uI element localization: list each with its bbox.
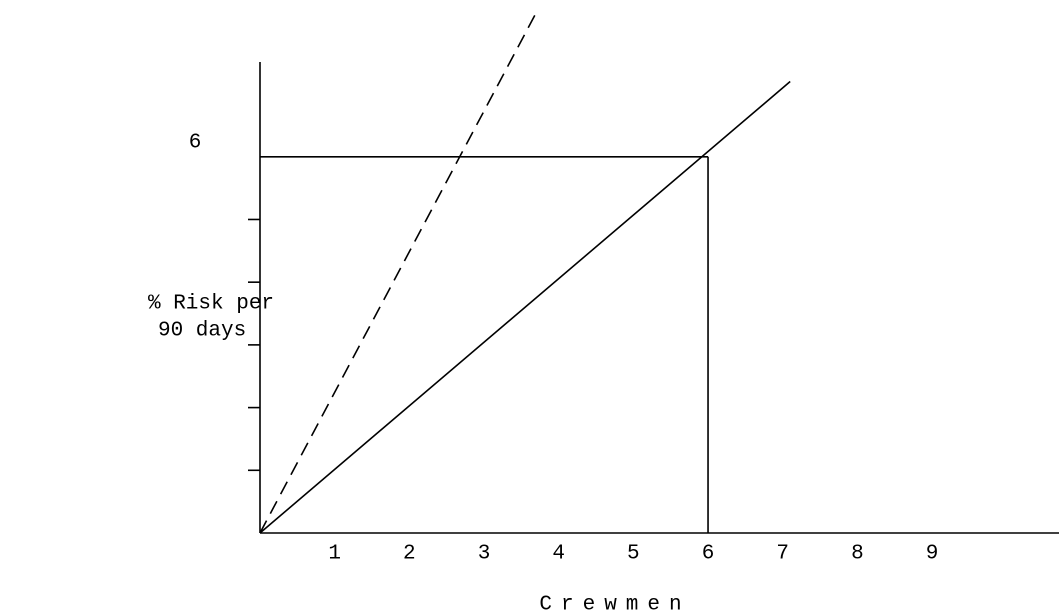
series-line	[259, 12, 537, 534]
x-tick-label: 1	[328, 543, 341, 566]
x-axis-label: Crewmen	[539, 594, 690, 616]
x-tick-label: 4	[552, 543, 565, 566]
x-tick-label: 2	[403, 543, 416, 566]
x-tick-label: 6	[702, 543, 715, 566]
x-tick-label: 8	[851, 543, 864, 566]
y-tick-label: 6	[189, 131, 202, 154]
x-tick-label: 3	[478, 543, 491, 566]
x-tick-label: 5	[627, 543, 640, 566]
series-line	[259, 80, 791, 534]
y-axis-label: 90 days	[158, 320, 246, 343]
x-tick-label: 7	[776, 543, 789, 566]
x-tick-label: 9	[926, 543, 939, 566]
y-axis-label: % Risk per	[148, 293, 274, 316]
